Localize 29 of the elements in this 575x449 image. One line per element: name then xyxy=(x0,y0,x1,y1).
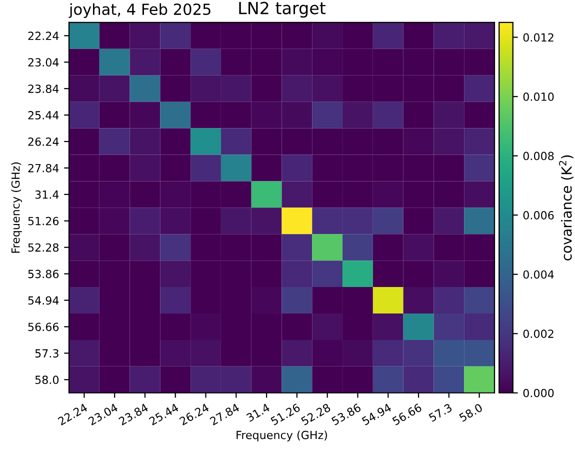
x-tick-label: 58.0 xyxy=(458,403,483,422)
y-tick-label: 22.24 xyxy=(28,32,59,40)
chart-title: LN2 target xyxy=(239,2,326,18)
y-tick-label: 23.84 xyxy=(28,84,59,93)
y-axis-title: Frequency (GHz) xyxy=(11,162,22,253)
y-tick-label: 53.86 xyxy=(28,270,59,278)
y-tick-label: 25.44 xyxy=(28,111,59,120)
color-bar-label: 0.012 xyxy=(523,33,554,42)
y-tick-label: 26.24 xyxy=(28,137,59,146)
color-bar-label: 0.008 xyxy=(523,152,554,160)
x-tick-label: 57.3 xyxy=(428,403,452,422)
x-axis-title: Frequency (GHz) xyxy=(236,430,327,442)
y-tick-label: 58.0 xyxy=(35,376,59,384)
y-tick-label: 52.28 xyxy=(28,243,59,252)
y-tick-label: 54.94 xyxy=(28,296,59,305)
y-tick-label: 31.4 xyxy=(35,190,59,199)
x-tick-label: 31.4 xyxy=(246,403,270,422)
chart-subtitle: joyhat, 4 Feb 2025 xyxy=(68,3,210,18)
color-bar-label: 0.004 xyxy=(523,270,554,279)
y-tick-label: 27.84 xyxy=(28,164,59,172)
color-bar-label: 0.000 xyxy=(523,388,554,398)
color-bar-label: 0.006 xyxy=(523,211,554,220)
y-tick-label: 56.66 xyxy=(28,322,59,332)
color-bar-label: 0.010 xyxy=(523,92,554,101)
y-tick-label: 51.26 xyxy=(28,216,59,226)
color-bar-title: covariance (K$^{2}$) xyxy=(559,155,574,260)
color-bar-label: 0.002 xyxy=(523,330,554,338)
y-tick-label: 23.04 xyxy=(28,58,59,67)
y-tick-label: 57.3 xyxy=(35,349,58,358)
